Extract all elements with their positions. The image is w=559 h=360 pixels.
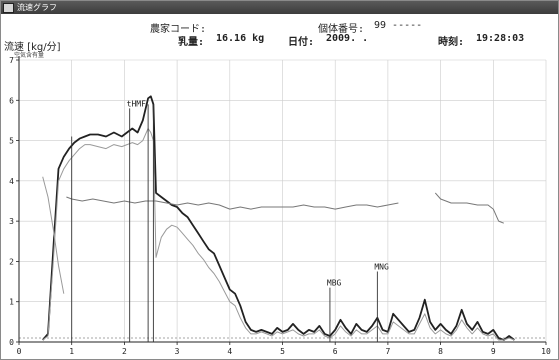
y-tick-label: 3 — [9, 217, 14, 226]
event-marker-label: tHMF — [127, 99, 146, 108]
individual-value: 99 ----- — [374, 20, 423, 31]
x-tick-label: 8 — [438, 347, 443, 356]
y-tick-label: 1 — [9, 298, 14, 307]
y-tick-label: 0 — [9, 338, 14, 347]
x-tick-label: 9 — [491, 347, 496, 356]
x-tick-label: 2 — [122, 347, 127, 356]
flow-series-line — [42, 95, 515, 341]
x-tick-label: 3 — [175, 347, 180, 356]
milk-label: 乳量: — [178, 37, 205, 48]
individual-label: 個体番号: — [318, 24, 365, 35]
air-content-end-line — [434, 192, 504, 224]
milk-value: 16.16 kg — [216, 33, 265, 44]
x-tick-label: 4 — [227, 347, 232, 356]
air-content-start-line — [42, 176, 65, 294]
y-tick-label: 2 — [9, 257, 14, 266]
x-tick-label: 6 — [333, 347, 338, 356]
x-tick-label: 7 — [385, 347, 390, 356]
flow-series-line-secondary — [42, 128, 515, 341]
window-title: 流速グラフ — [17, 3, 57, 12]
y-tick-label: 7 — [9, 56, 14, 65]
y-tick-label: 4 — [9, 177, 14, 186]
x-tick-label: 5 — [280, 347, 285, 356]
title-bar[interactable]: 流速グラフ — [1, 1, 558, 14]
time-value: 19:28:03 — [476, 33, 525, 44]
time-label: 時刻: — [438, 37, 465, 48]
y-tick-label: 5 — [9, 137, 14, 146]
x-tick-label: 1 — [69, 347, 74, 356]
app-icon — [3, 3, 14, 13]
y-tick-label: 6 — [9, 96, 14, 105]
y-axis-label: 流速 [kg/分] — [4, 42, 61, 53]
x-tick-label: 10 — [541, 347, 551, 356]
date-value: 2009. . — [326, 33, 369, 44]
event-marker-label: MNG — [374, 263, 389, 272]
event-marker-label: MBG — [327, 279, 342, 288]
farm-code-label: 農家コード: — [150, 24, 207, 35]
y-axis-sublabel: 空気含有量 — [14, 52, 45, 59]
air-content-line — [66, 196, 399, 210]
x-tick-label: 0 — [17, 347, 22, 356]
date-label: 日付: — [288, 37, 315, 48]
